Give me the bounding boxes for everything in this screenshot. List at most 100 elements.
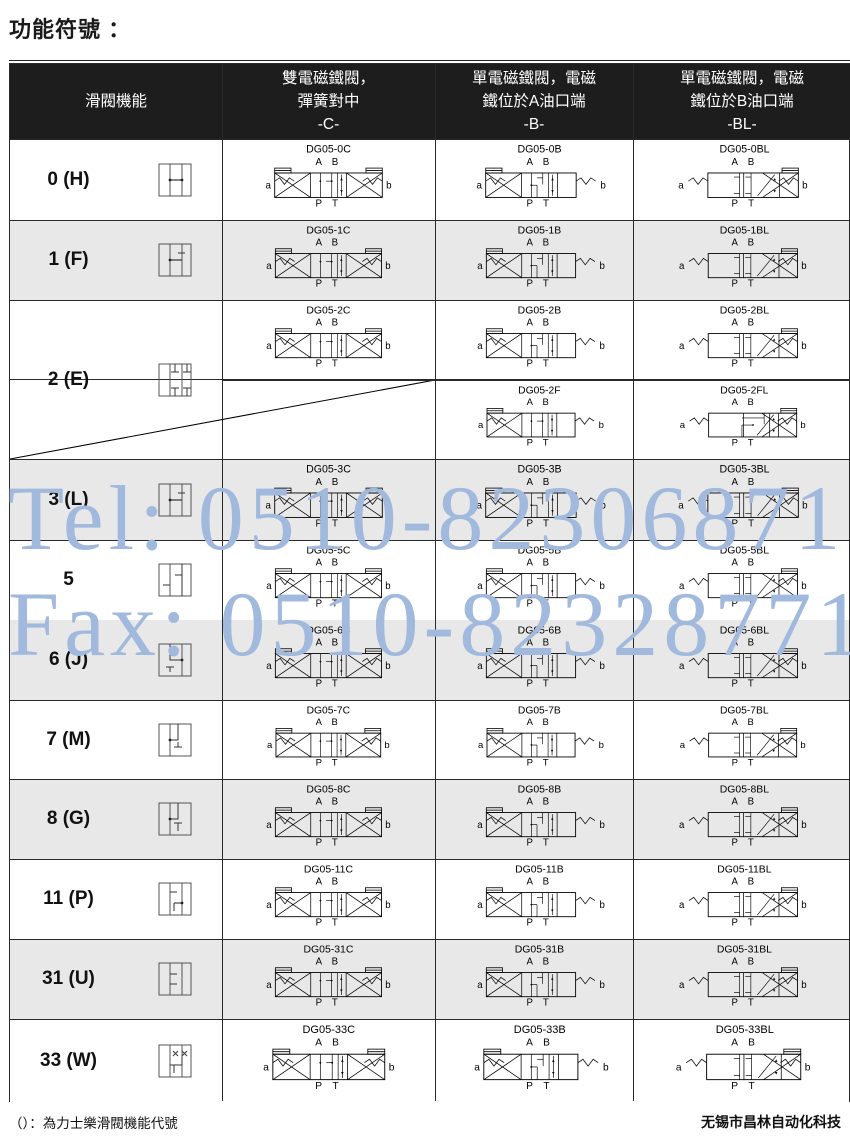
svg-text:T: T xyxy=(543,438,549,449)
svg-text:a: a xyxy=(676,1062,682,1073)
svg-text:P: P xyxy=(316,359,322,370)
svg-text:b: b xyxy=(600,180,606,191)
svg-text:A: A xyxy=(731,157,738,168)
svg-text:DG05-2FL: DG05-2FL xyxy=(720,385,768,396)
svg-text:A: A xyxy=(732,877,739,888)
svg-text:DG05-2C: DG05-2C xyxy=(306,305,351,316)
svg-text:a: a xyxy=(680,740,686,751)
svg-text:P: P xyxy=(526,838,532,849)
svg-text:P: P xyxy=(316,758,322,769)
svg-text:DG05-31B: DG05-31B xyxy=(515,944,564,955)
svg-text:a: a xyxy=(477,980,483,991)
svg-text:b: b xyxy=(598,740,603,751)
svg-text:B: B xyxy=(542,797,548,808)
svg-text:T: T xyxy=(332,838,338,849)
svg-text:T: T xyxy=(332,998,338,1009)
svg-text:P: P xyxy=(732,279,738,290)
svg-text:P: P xyxy=(732,838,738,849)
svg-text:b: b xyxy=(800,420,805,431)
svg-text:DG05-8C: DG05-8C xyxy=(306,784,351,795)
svg-text:B: B xyxy=(748,238,754,249)
svg-text:B: B xyxy=(332,157,339,168)
svg-text:P: P xyxy=(732,918,738,929)
svg-text:T: T xyxy=(543,758,549,769)
svg-text:b: b xyxy=(599,980,604,991)
svg-text:A: A xyxy=(526,717,533,728)
svg-text:P: P xyxy=(732,359,738,370)
svg-text:b: b xyxy=(388,1062,394,1073)
svg-text:P: P xyxy=(732,438,738,449)
svg-text:DG05-11B: DG05-11B xyxy=(515,864,564,875)
svg-text:B: B xyxy=(332,318,338,329)
svg-text:P: P xyxy=(526,758,532,769)
svg-text:P: P xyxy=(316,279,322,290)
svg-text:b: b xyxy=(801,341,806,352)
svg-text:B: B xyxy=(332,877,338,888)
svg-text:B: B xyxy=(542,318,548,329)
svg-text:P: P xyxy=(732,758,738,769)
svg-text:a: a xyxy=(679,261,685,272)
svg-text:a: a xyxy=(680,420,686,431)
svg-text:a: a xyxy=(265,180,271,191)
svg-text:B: B xyxy=(542,957,548,968)
svg-text:DG05-2BL: DG05-2BL xyxy=(720,305,770,316)
svg-text:T: T xyxy=(543,918,549,929)
svg-text:A: A xyxy=(731,1038,738,1049)
svg-text:P: P xyxy=(526,438,532,449)
svg-text:DG05-33B: DG05-33B xyxy=(514,1024,566,1036)
svg-text:B: B xyxy=(332,717,338,728)
svg-text:T: T xyxy=(332,1081,338,1092)
svg-text:DG05-2F: DG05-2F xyxy=(518,385,560,396)
svg-text:B: B xyxy=(748,717,754,728)
svg-text:b: b xyxy=(385,900,390,911)
svg-text:B: B xyxy=(748,1038,755,1049)
svg-text:a: a xyxy=(679,900,685,911)
svg-text:B: B xyxy=(542,717,548,728)
svg-text:B: B xyxy=(332,1038,339,1049)
svg-text:A: A xyxy=(732,397,739,408)
svg-text:A: A xyxy=(732,318,739,329)
svg-text:DG05-0BL: DG05-0BL xyxy=(719,144,769,156)
svg-text:a: a xyxy=(679,980,685,991)
svg-text:a: a xyxy=(478,740,484,751)
svg-text:T: T xyxy=(543,359,549,370)
svg-text:T: T xyxy=(543,998,549,1009)
svg-text:a: a xyxy=(263,1062,269,1073)
svg-text:T: T xyxy=(748,438,754,449)
svg-text:P: P xyxy=(526,279,532,290)
svg-text:P: P xyxy=(316,838,322,849)
svg-text:DG05-1C: DG05-1C xyxy=(306,225,351,236)
svg-text:B: B xyxy=(543,1038,550,1049)
svg-text:A: A xyxy=(316,797,323,808)
svg-text:a: a xyxy=(679,341,685,352)
svg-text:b: b xyxy=(603,1062,609,1073)
svg-text:P: P xyxy=(732,679,738,690)
svg-text:DG05-1BL: DG05-1BL xyxy=(720,225,770,236)
svg-text:A: A xyxy=(316,957,323,968)
svg-text:P: P xyxy=(316,918,322,929)
svg-text:T: T xyxy=(332,279,338,290)
svg-text:T: T xyxy=(543,838,549,849)
svg-text:A: A xyxy=(526,397,533,408)
svg-text:b: b xyxy=(599,261,604,272)
svg-text:b: b xyxy=(598,420,603,431)
svg-text:b: b xyxy=(385,261,390,272)
svg-text:A: A xyxy=(732,238,739,249)
svg-text:P: P xyxy=(526,998,532,1009)
svg-text:P: P xyxy=(731,1081,738,1092)
svg-text:P: P xyxy=(315,1081,322,1092)
svg-text:a: a xyxy=(678,180,684,191)
svg-text:DG05-8BL: DG05-8BL xyxy=(720,784,770,795)
svg-text:a: a xyxy=(266,261,272,272)
svg-text:b: b xyxy=(599,820,604,831)
svg-text:T: T xyxy=(543,198,549,209)
svg-text:P: P xyxy=(526,679,532,690)
svg-text:P: P xyxy=(526,918,532,929)
svg-text:B: B xyxy=(748,397,754,408)
svg-text:a: a xyxy=(266,820,272,831)
svg-text:T: T xyxy=(748,758,754,769)
svg-text:A: A xyxy=(526,318,533,329)
svg-text:a: a xyxy=(477,341,483,352)
svg-text:B: B xyxy=(748,797,754,808)
svg-text:T: T xyxy=(748,679,754,690)
